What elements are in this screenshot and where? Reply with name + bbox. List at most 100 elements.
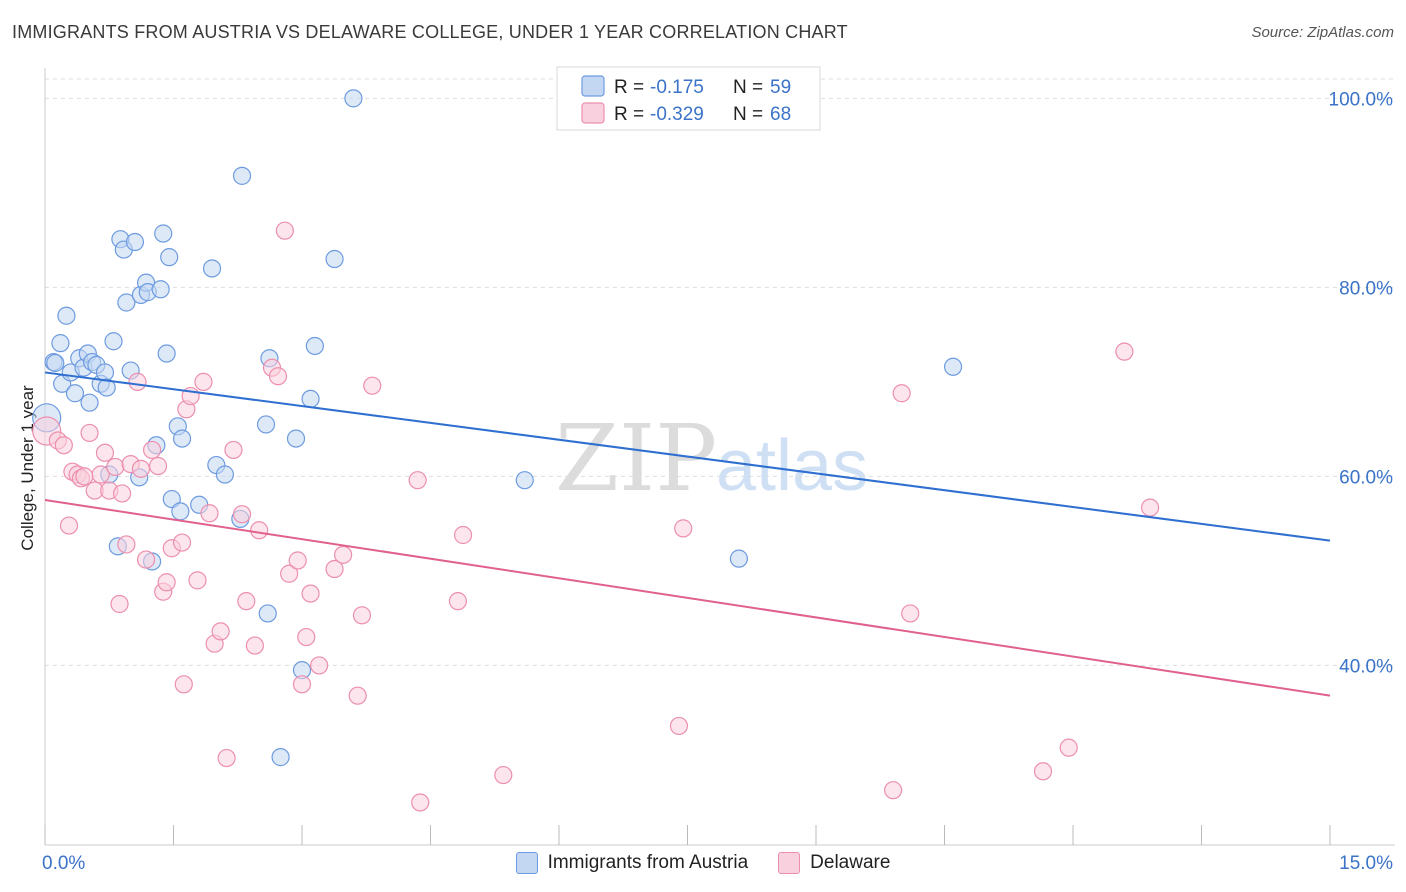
data-point bbox=[237, 592, 256, 611]
trend-line-delaware bbox=[44, 499, 1331, 697]
data-point bbox=[97, 378, 116, 397]
data-point bbox=[286, 429, 306, 448]
stats-r-label: R = bbox=[614, 77, 644, 98]
data-point bbox=[154, 224, 173, 243]
watermark-zip: ZIP bbox=[555, 405, 717, 512]
legend-item-austria[interactable]: Immigrants from Austria bbox=[515, 852, 748, 874]
stats-n-value: 59 bbox=[770, 77, 791, 98]
data-point bbox=[268, 367, 288, 386]
data-point bbox=[217, 748, 236, 768]
data-point bbox=[171, 502, 190, 521]
data-point bbox=[301, 584, 320, 603]
data-point bbox=[301, 389, 320, 409]
data-point bbox=[250, 521, 269, 540]
legend-swatch-austria bbox=[515, 852, 538, 874]
stats-r-label: R = bbox=[614, 104, 644, 125]
data-point bbox=[363, 376, 382, 395]
data-point bbox=[292, 675, 312, 694]
data-point bbox=[151, 280, 170, 299]
data-point bbox=[1115, 342, 1134, 361]
legend-item-delaware[interactable]: Delaware bbox=[778, 852, 890, 874]
data-point bbox=[110, 594, 129, 614]
data-point bbox=[288, 551, 307, 570]
data-point bbox=[160, 248, 179, 267]
data-point bbox=[136, 550, 156, 569]
data-point bbox=[59, 516, 79, 535]
stats-n-value: 68 bbox=[770, 104, 791, 125]
data-point bbox=[200, 504, 219, 523]
data-point bbox=[1140, 498, 1160, 517]
data-point bbox=[258, 604, 277, 623]
x-tick-label: 15.0% bbox=[1339, 853, 1393, 874]
data-point bbox=[128, 372, 147, 391]
y-tick-label: 60.0% bbox=[1339, 467, 1393, 488]
data-point bbox=[325, 559, 344, 579]
data-point bbox=[901, 604, 920, 623]
stats-r-value: -0.329 bbox=[650, 104, 704, 125]
data-point bbox=[411, 793, 430, 812]
data-point bbox=[106, 457, 125, 477]
data-point bbox=[51, 334, 70, 353]
data-point bbox=[256, 415, 276, 434]
y-tick-label: 40.0% bbox=[1339, 656, 1393, 677]
data-point bbox=[729, 549, 749, 568]
data-point bbox=[125, 232, 145, 252]
x-tick-label: 0.0% bbox=[42, 853, 85, 874]
data-point bbox=[275, 221, 294, 240]
data-point bbox=[95, 443, 115, 462]
data-point bbox=[883, 781, 903, 800]
data-point bbox=[211, 622, 230, 641]
series-delaware bbox=[32, 221, 1160, 812]
data-point bbox=[1059, 738, 1078, 757]
stats-n-label: N = bbox=[733, 104, 763, 125]
data-point bbox=[310, 656, 329, 675]
data-point bbox=[344, 89, 363, 108]
data-point bbox=[80, 423, 99, 443]
stats-r-value: -0.175 bbox=[650, 77, 704, 98]
stats-legend: R = -0.175 N = 59 R = -0.329 N = 68 bbox=[556, 66, 821, 131]
chart-title: IMMIGRANTS FROM AUSTRIA VS DELAWARE COLL… bbox=[12, 22, 848, 42]
data-point bbox=[142, 440, 162, 460]
data-point bbox=[224, 440, 243, 460]
data-point bbox=[174, 675, 193, 694]
chart-source: Source: ZipAtlas.com bbox=[1251, 24, 1394, 41]
data-point bbox=[202, 259, 222, 278]
data-point bbox=[515, 471, 534, 490]
data-point bbox=[172, 429, 192, 448]
data-point bbox=[54, 436, 73, 455]
data-point bbox=[46, 353, 65, 373]
y-tick-label: 80.0% bbox=[1339, 278, 1393, 299]
data-point bbox=[494, 765, 513, 785]
data-point bbox=[57, 306, 76, 325]
data-point bbox=[232, 166, 252, 185]
stats-legend-swatch bbox=[581, 75, 605, 97]
data-point bbox=[408, 471, 427, 490]
data-point bbox=[674, 519, 693, 538]
watermark-atlas: atlas bbox=[716, 426, 868, 506]
data-point bbox=[215, 465, 234, 484]
trend-line-austria bbox=[44, 371, 1331, 542]
data-point bbox=[162, 489, 181, 509]
data-point bbox=[232, 505, 252, 524]
data-point bbox=[104, 332, 123, 351]
data-point bbox=[148, 456, 168, 476]
data-point bbox=[75, 467, 94, 486]
data-point bbox=[117, 293, 136, 312]
data-point bbox=[297, 627, 316, 647]
y-tick-label: 100.0% bbox=[1329, 89, 1394, 110]
data-point bbox=[943, 357, 963, 376]
data-point bbox=[245, 636, 264, 655]
legend-swatch-delaware bbox=[778, 852, 801, 874]
data-point bbox=[325, 249, 344, 269]
data-point bbox=[334, 545, 353, 564]
data-point bbox=[453, 525, 473, 545]
data-point bbox=[157, 573, 176, 592]
data-point bbox=[112, 484, 132, 503]
data-point bbox=[95, 363, 115, 382]
bottom-legend: Immigrants from Austria Delaware bbox=[0, 852, 1406, 874]
data-point bbox=[91, 465, 110, 484]
data-point bbox=[271, 748, 290, 767]
data-point bbox=[117, 535, 136, 554]
data-point bbox=[80, 393, 99, 412]
